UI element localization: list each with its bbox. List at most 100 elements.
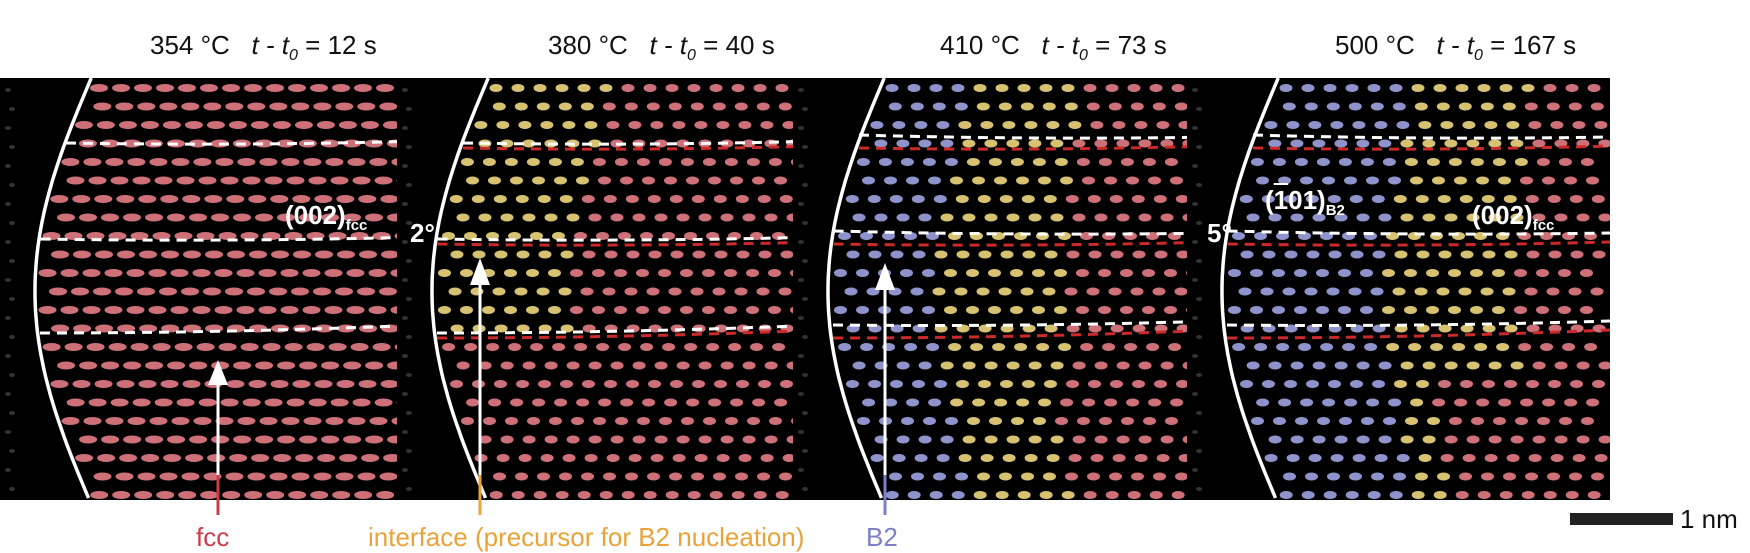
- atom-column: [332, 491, 351, 499]
- atom-column: [360, 121, 379, 129]
- atom-column: [720, 361, 734, 370]
- atom-column: [1466, 139, 1480, 148]
- atom-column: [510, 398, 524, 407]
- atom-column: [1304, 287, 1318, 296]
- atom-column: [1006, 139, 1020, 148]
- atom-column: [380, 380, 399, 388]
- background-atom: [1192, 164, 1198, 168]
- atom-column: [1279, 84, 1293, 92]
- atom-column: [910, 287, 924, 296]
- atom-column: [1378, 139, 1392, 148]
- atom-column: [122, 139, 141, 148]
- atom-column: [1339, 417, 1352, 425]
- atom-column: [73, 250, 91, 259]
- atom-column: [966, 158, 980, 166]
- atom-column: [1514, 158, 1528, 166]
- atom-column: [308, 176, 327, 185]
- atom-column: [1502, 287, 1516, 296]
- atom-column: [167, 213, 185, 222]
- atom-column: [1454, 176, 1467, 185]
- atom-column: [966, 269, 979, 277]
- atom-column: [1148, 398, 1162, 407]
- atom-column: [610, 435, 624, 444]
- atom-column: [1532, 213, 1546, 222]
- atom-column: [636, 306, 649, 314]
- background-atom: [802, 107, 808, 111]
- atom-column: [1044, 380, 1057, 388]
- atom-column: [874, 435, 888, 444]
- atom-column: [1436, 287, 1450, 296]
- atom-column: [321, 361, 340, 370]
- atom-column: [1386, 343, 1400, 351]
- atom-column: [1290, 139, 1304, 148]
- atom-column: [171, 158, 190, 166]
- atom-column: [1510, 361, 1524, 370]
- atom-column: [1396, 121, 1410, 129]
- atom-column: [922, 158, 936, 166]
- atom-column: [646, 287, 660, 296]
- atom-column: [976, 287, 990, 296]
- atom-column: [570, 269, 583, 277]
- micrograph-panel-1: [0, 78, 423, 500]
- atom-column: [354, 491, 373, 499]
- atom-column: [1006, 213, 1020, 222]
- atom-column: [1300, 398, 1314, 407]
- atom-column: [511, 491, 525, 499]
- atom-column: [200, 84, 218, 92]
- atom-column: [88, 398, 107, 407]
- atom-column: [1554, 361, 1568, 370]
- background-atom: [9, 487, 15, 491]
- atom-column: [1349, 195, 1363, 203]
- atom-column: [1410, 176, 1423, 185]
- atom-column: [928, 176, 941, 185]
- background-atom: [406, 373, 412, 377]
- atom-column: [154, 176, 173, 185]
- atom-column: [1268, 435, 1282, 444]
- atom-column: [756, 287, 770, 296]
- background-atom: [9, 259, 15, 263]
- atom-column: [174, 232, 193, 240]
- atom-column: [1488, 361, 1502, 370]
- atom-column: [907, 84, 921, 92]
- atom-column: [516, 380, 529, 388]
- atom-column: [358, 195, 377, 203]
- atom-column: [1283, 195, 1297, 203]
- atom-column: [1175, 472, 1188, 481]
- atom-column: [670, 250, 684, 259]
- atom-column: [526, 306, 539, 314]
- atom-column: [636, 269, 649, 277]
- atom-column: [654, 361, 668, 370]
- atom-column: [592, 269, 605, 277]
- atom-column: [132, 176, 151, 185]
- atom-column: [1160, 361, 1174, 370]
- atom-column: [1110, 324, 1124, 333]
- atom-column: [1547, 472, 1560, 481]
- atom-column: [1306, 250, 1320, 259]
- atom-column: [1276, 343, 1290, 351]
- atom-column: [286, 176, 305, 185]
- atom-column: [281, 417, 300, 425]
- atom-column: [760, 121, 774, 129]
- atom-column: [118, 121, 137, 129]
- atom-column: [108, 232, 127, 240]
- background-atom: [406, 107, 412, 111]
- atom-column: [918, 139, 932, 148]
- atom-column: [698, 435, 712, 444]
- atom-column: [500, 435, 514, 444]
- atom-column: [676, 435, 690, 444]
- atom-column: [626, 380, 639, 388]
- atom-column: [1294, 158, 1308, 166]
- atom-column: [1449, 417, 1462, 425]
- atom-column: [628, 121, 642, 129]
- atom-column: [712, 102, 726, 111]
- atom-column: [747, 417, 760, 425]
- atom-column: [554, 398, 568, 407]
- atom-column: [778, 102, 792, 111]
- atom-column: [632, 435, 646, 444]
- atom-column: [954, 287, 968, 296]
- background-atom: [1192, 88, 1198, 92]
- atom-column: [137, 472, 156, 481]
- atom-column: [1422, 213, 1436, 222]
- atom-column: [1389, 84, 1403, 92]
- atom-column: [198, 398, 217, 407]
